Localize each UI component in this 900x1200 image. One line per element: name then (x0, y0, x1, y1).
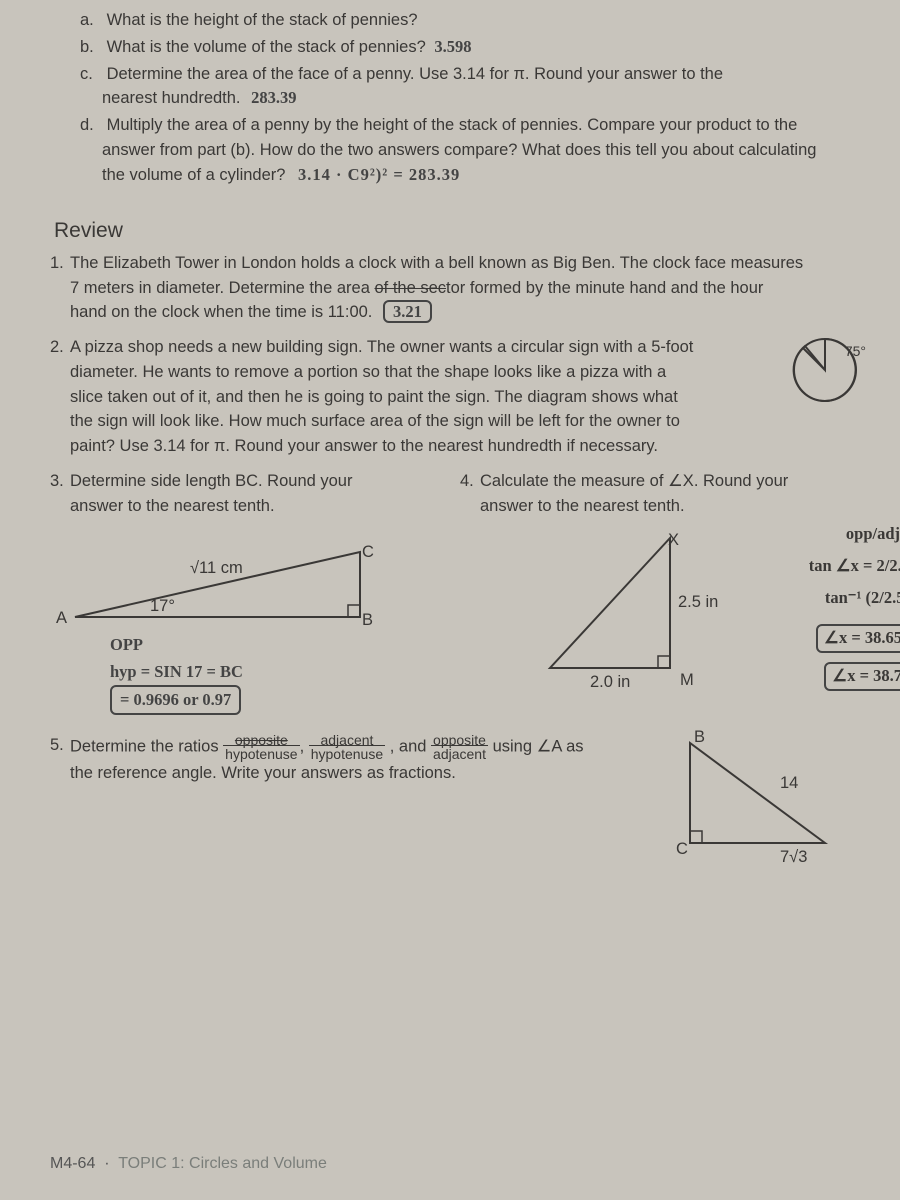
q3-angle: 17° (150, 594, 175, 619)
q5-14: 14 (780, 771, 798, 796)
frac2-bot: hypotenuse (309, 745, 385, 762)
q4-X: X (668, 528, 679, 553)
frac2: adjacent hypotenuse (309, 733, 385, 761)
question-5: 5. Determine the ratios opposite hypoten… (70, 733, 870, 903)
q2-l4: the sign will look like. How much surfac… (70, 412, 680, 430)
q4-hw3: ∠x = 38.65 (816, 624, 900, 653)
frac3: opposite adjacent (431, 733, 488, 761)
hw-d: 3.14 · C9²)² = 283.39 (298, 165, 460, 184)
q4-2.0: 2.0 in (590, 670, 630, 695)
page-number: M4-64 (50, 1155, 95, 1172)
letter-d: d. (80, 113, 102, 138)
q5-C: C (676, 837, 688, 862)
q3-C: C (362, 540, 374, 565)
q4-triangle: X M 2.5 in 2.0 in opp/adj tan ∠x = 2/2.5… (480, 528, 870, 698)
q5-B: B (694, 725, 705, 750)
footer-dot: · (104, 1155, 109, 1172)
item-d: d. Multiply the area of a penny by the h… (80, 113, 870, 187)
q3-hw2: hyp = SIN 17 = BC (110, 659, 460, 685)
q3-number: 3. (50, 469, 64, 494)
review-questions: 1. The Elizabeth Tower in London holds a… (50, 251, 870, 904)
q5-mid: , and (390, 738, 431, 756)
q5-7r3: 7√3 (780, 845, 807, 870)
q3-handwriting: OPP hyp = SIN 17 = BC = 0.9696 or 0.97 (110, 632, 460, 715)
q2-l5: paint? Use 3.14 for π. Round your answer… (70, 437, 658, 455)
q3-hyp: √11 cm (190, 556, 243, 581)
q4-hw1: tan ∠x = 2/2.5 (809, 554, 900, 579)
q4-p1: Calculate the measure of ∠X. Round your (480, 472, 788, 490)
text-c2: nearest hundredth. (102, 89, 241, 107)
q1-hw: 3.21 (383, 300, 432, 323)
letter-b: b. (80, 35, 102, 60)
q1-l1: The Elizabeth Tower in London holds a cl… (70, 254, 803, 272)
q4-number: 4. (460, 469, 474, 494)
q3-A: A (56, 606, 67, 631)
q1-l2: 7 meters in diameter. Determine the area… (70, 279, 763, 297)
q2-number: 2. (50, 335, 64, 360)
hw-b: 3.598 (434, 37, 471, 56)
item-a: a. What is the height of the stack of pe… (80, 8, 870, 33)
q3-p1: Determine side length BC. Round your (70, 472, 352, 490)
q5-number: 5. (50, 733, 64, 758)
q4-hw-top: opp/adj (846, 522, 900, 547)
frac3-bot: adjacent (431, 745, 488, 762)
q4-M: M (680, 668, 694, 693)
item-b: b. What is the volume of the stack of pe… (80, 35, 870, 60)
q3-p2: answer to the nearest tenth. (70, 497, 275, 515)
item-c: c. Determine the area of the face of a p… (80, 62, 870, 112)
q3-triangle: A B C √11 cm 17° (70, 532, 460, 632)
q4-hw2: tan⁻¹ (2/2.5) (825, 586, 900, 611)
question-3: 3. Determine side length BC. Round your … (70, 469, 460, 716)
text-a: What is the height of the stack of penni… (107, 11, 418, 29)
question-2: 2. A pizza shop needs a new building sig… (70, 335, 870, 459)
topic-label: TOPIC 1: Circles and Volume (118, 1155, 327, 1172)
pizza-diagram: 75° (790, 335, 860, 405)
q3-hw1: OPP (110, 632, 460, 658)
letter-c: c. (80, 62, 102, 87)
hw-c: 283.39 (251, 88, 296, 107)
q3-hw3: = 0.9696 or 0.97 (110, 685, 241, 715)
frac1-bot: hypotenuse (223, 745, 299, 762)
text-d1: Multiply the area of a penny by the heig… (107, 116, 798, 134)
q4-hw4: ∠x = 38.7 (824, 662, 900, 691)
q1-number: 1. (50, 251, 64, 276)
text-d3: the volume of a cylinder? (102, 166, 285, 184)
q5-triangle: B C 14 7√3 (670, 733, 840, 871)
text-d2: answer from part (b). How do the two ans… (102, 141, 816, 159)
frac1: opposite hypotenuse (223, 733, 299, 761)
question-4: 4. Calculate the measure of ∠X. Round yo… (480, 469, 870, 716)
q5-p2: the reference angle. Write your answers … (70, 764, 456, 782)
text-c1: Determine the area of the face of a penn… (107, 65, 723, 83)
q4-p2: answer to the nearest tenth. (480, 497, 685, 515)
q3-q4-row: 3. Determine side length BC. Round your … (70, 469, 870, 726)
q2-l1: A pizza shop needs a new building sign. … (70, 338, 693, 356)
letter-a: a. (80, 8, 102, 33)
q5-p1: Determine the ratios (70, 738, 223, 756)
q5-tail: using ∠A as (493, 738, 584, 756)
sub-questions: a. What is the height of the stack of pe… (50, 8, 870, 187)
question-1: 1. The Elizabeth Tower in London holds a… (70, 251, 870, 325)
sector-75: 75° (845, 341, 866, 362)
q3-B: B (362, 608, 373, 633)
review-heading: Review (54, 215, 870, 247)
q1-l3: hand on the clock when the time is 11:00… (70, 303, 372, 321)
page-footer: M4-64 · TOPIC 1: Circles and Volume (50, 1152, 327, 1176)
q2-l2: diameter. He wants to remove a portion s… (70, 363, 666, 381)
q4-2.5: 2.5 in (678, 590, 718, 615)
q2-l3: slice taken out of it, and then he is go… (70, 388, 678, 406)
text-b: What is the volume of the stack of penni… (107, 38, 426, 56)
